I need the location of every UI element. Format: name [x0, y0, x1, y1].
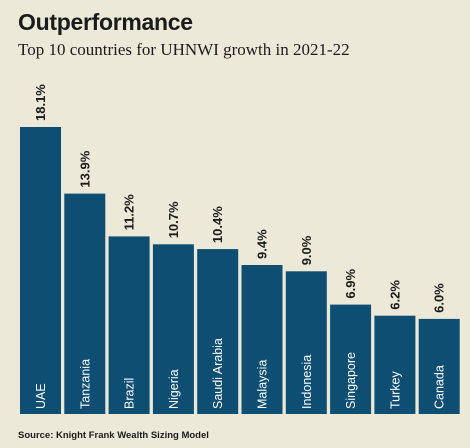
- bar-tanzania: [64, 193, 106, 414]
- bar-nigeria: [152, 244, 194, 414]
- bar-turkey: [374, 315, 416, 414]
- bar-value-label: 9.0%: [299, 235, 314, 265]
- bar-value-label: 10.7%: [166, 201, 181, 238]
- bar-value-label: 13.9%: [77, 150, 92, 187]
- bar-brazil: [108, 236, 150, 414]
- chart-title: Outperformance: [18, 9, 193, 35]
- category-label: Tanzania: [78, 359, 92, 409]
- bar-value-label: 11.2%: [122, 194, 137, 231]
- category-label: Indonesia: [300, 355, 314, 409]
- category-label: UAE: [34, 383, 48, 409]
- bar-uae: [20, 127, 61, 414]
- bar-saudi-arabia: [197, 249, 239, 414]
- category-label: Singapore: [344, 352, 358, 409]
- bar-canada: [418, 318, 460, 414]
- source-note: Source: Knight Frank Wealth Sizing Model: [18, 430, 209, 441]
- bar-malaysia: [241, 265, 283, 414]
- bar-value-label: 18.1%: [33, 84, 48, 121]
- bar-value-label: 6.0%: [432, 283, 447, 313]
- bar-value-label: 6.2%: [387, 280, 402, 310]
- category-label: Nigeria: [167, 369, 181, 409]
- bar-value-label: 6.9%: [343, 269, 358, 299]
- chart-subtitle: Top 10 countries for UHNWI growth in 202…: [18, 40, 350, 59]
- bar-singapore: [330, 304, 372, 414]
- category-label: Malaysia: [256, 360, 270, 409]
- category-label: Canada: [433, 365, 447, 409]
- category-label: Brazil: [123, 378, 137, 409]
- bar-indonesia: [285, 271, 327, 414]
- category-label: Turkey: [388, 371, 402, 409]
- bar-value-label: 10.4%: [210, 206, 225, 243]
- bar-value-label: 9.4%: [255, 229, 270, 259]
- category-label: Saudi Arabia: [211, 338, 225, 409]
